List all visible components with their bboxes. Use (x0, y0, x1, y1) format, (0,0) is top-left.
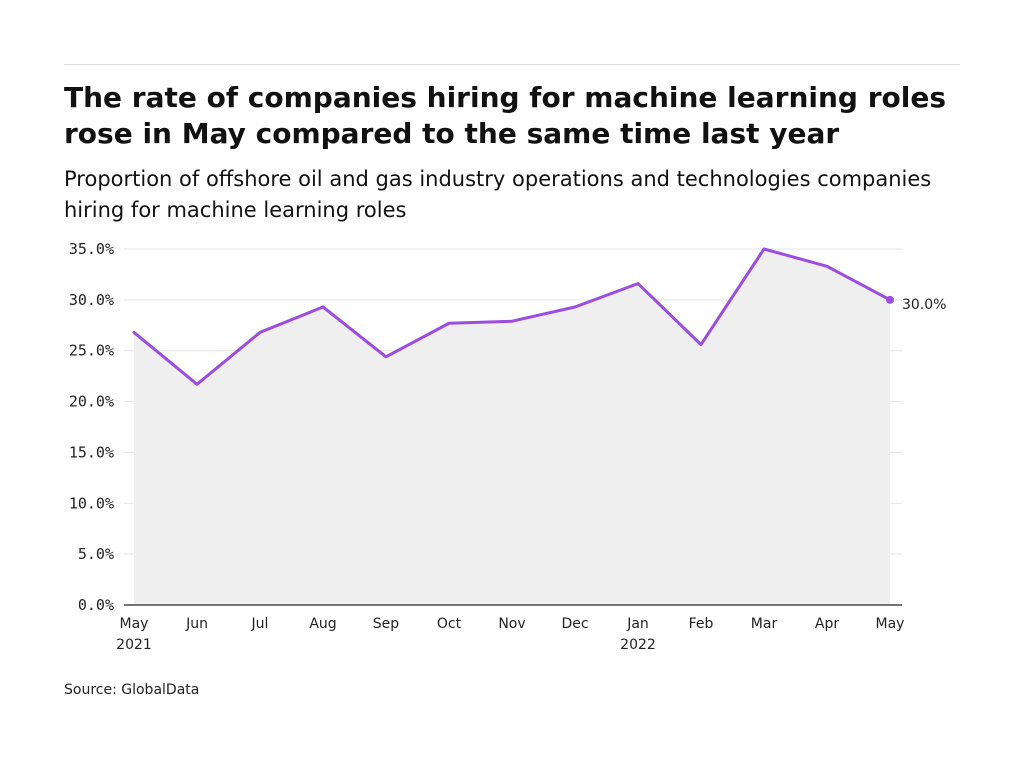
y-tick-label: 0.0% (78, 596, 114, 614)
x-tick-label: Aug (309, 616, 336, 632)
x-tick-label: May 2021 (116, 616, 152, 653)
x-tick-label: Dec (561, 616, 588, 632)
y-tick-label: 30.0% (69, 291, 114, 309)
source-note: Source: GlobalData (64, 682, 200, 698)
x-tick-label: Jun (185, 616, 208, 632)
end-value-label: 30.0% (902, 297, 946, 313)
y-tick-label: 20.0% (69, 393, 114, 411)
y-tick-label: 5.0% (78, 545, 114, 563)
top-divider (64, 64, 960, 65)
x-tick-label: Feb (689, 616, 714, 632)
y-tick-label: 35.0% (69, 240, 114, 258)
x-tick-label: Jan 2022 (620, 616, 656, 653)
end-point-marker (886, 295, 894, 304)
x-tick-label: Jul (251, 616, 269, 632)
x-tick-label: Apr (815, 616, 839, 632)
x-tick-label: Mar (751, 616, 778, 632)
y-tick-label: 10.0% (69, 494, 114, 512)
x-tick-label: Sep (373, 616, 400, 632)
x-tick-label: May (876, 616, 905, 632)
series-line (132, 247, 892, 386)
x-tick-label: Oct (437, 616, 462, 632)
chart-subtitle: Proportion of offshore oil and gas indus… (64, 167, 932, 222)
y-tick-label: 25.0% (69, 342, 114, 360)
area-fill (134, 249, 890, 605)
x-tick-label: Nov (498, 616, 525, 632)
y-tick-label: 15.0% (69, 443, 114, 461)
chart-title: The rate of companies hiring for machine… (64, 81, 946, 150)
